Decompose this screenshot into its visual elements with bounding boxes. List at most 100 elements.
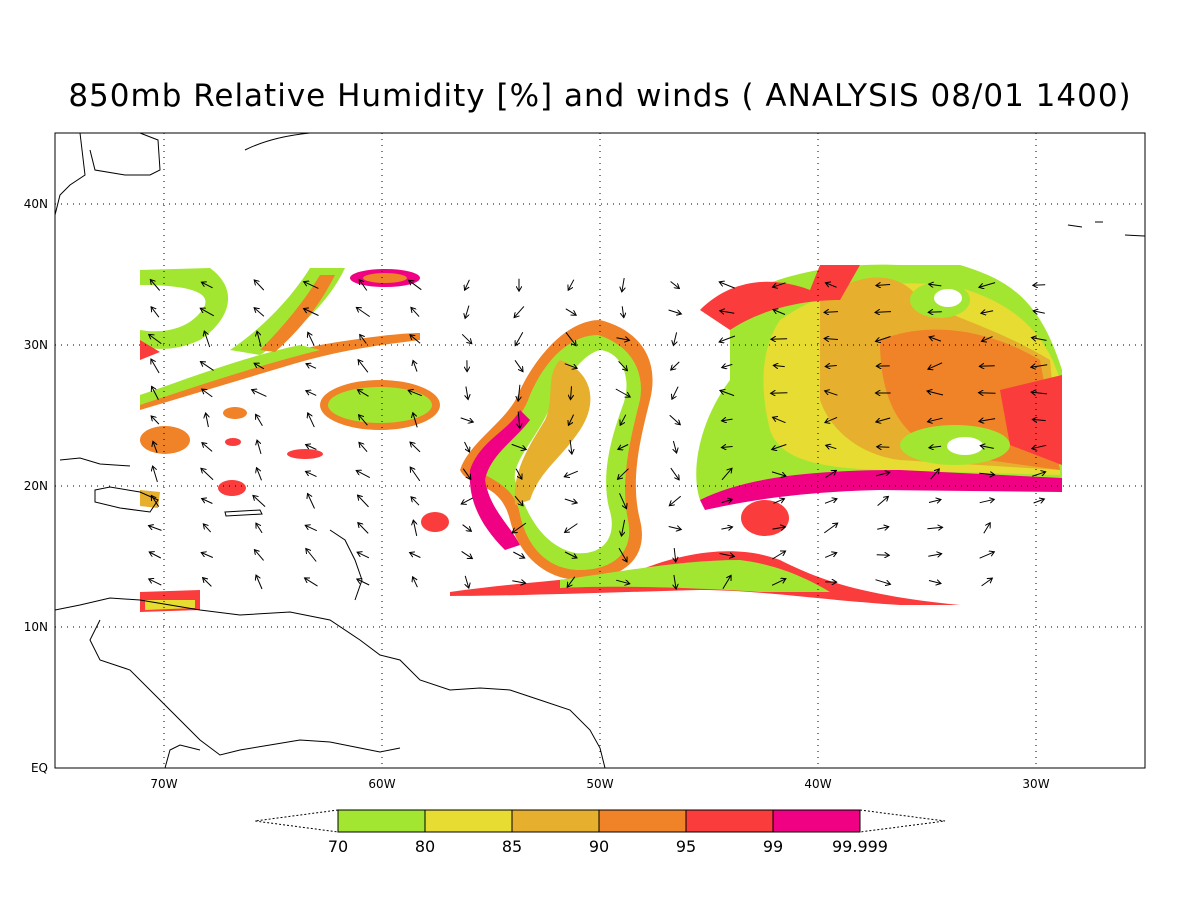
wind-arrow bbox=[465, 305, 469, 319]
coastlines bbox=[55, 133, 1145, 768]
wind-arrow bbox=[201, 553, 213, 558]
wind-arrow bbox=[979, 393, 996, 394]
wind-arrow bbox=[512, 581, 525, 583]
wind-arrow bbox=[256, 523, 263, 534]
wind-arrow bbox=[721, 468, 732, 481]
wind-arrow bbox=[875, 472, 890, 477]
wind-arrow bbox=[719, 554, 735, 557]
wind-arrow bbox=[670, 467, 679, 480]
wind-arrow bbox=[410, 442, 421, 453]
lat-label-30n: 30N bbox=[24, 338, 48, 352]
wind-arrow bbox=[722, 575, 731, 589]
colorbar-left-extension bbox=[254, 809, 339, 833]
wind-arrow bbox=[410, 467, 421, 482]
lat-label-20n: 20N bbox=[24, 479, 48, 493]
wind-arrow bbox=[306, 471, 317, 478]
wind-arrow bbox=[1032, 445, 1047, 448]
wind-arrow bbox=[979, 282, 996, 288]
wind-arrow bbox=[981, 311, 994, 314]
colorbar-label-99: 99 bbox=[763, 837, 783, 856]
wind-arrow bbox=[825, 283, 837, 288]
wind-arrow bbox=[771, 339, 788, 340]
wind-arrow bbox=[616, 580, 630, 584]
wind-arrow bbox=[515, 332, 524, 345]
wind-arrow bbox=[204, 331, 211, 348]
wind-arrow bbox=[357, 579, 370, 586]
wind-arrow bbox=[618, 360, 628, 370]
wind-arrow bbox=[358, 523, 369, 534]
wind-arrow bbox=[720, 390, 735, 397]
colorbar-label-70: 70 bbox=[328, 837, 348, 856]
wind-arrow bbox=[306, 445, 317, 450]
colorbar-label-90: 90 bbox=[589, 837, 609, 856]
colorbar-swatch bbox=[598, 809, 687, 833]
wind-arrow bbox=[308, 494, 315, 509]
wind-arrow bbox=[875, 579, 891, 585]
wind-arrow bbox=[462, 524, 472, 532]
wind-arrow bbox=[357, 552, 370, 559]
wind-arrow bbox=[672, 386, 679, 400]
wind-arrow bbox=[513, 551, 524, 558]
map-title: 850mb Relative Humidity [%] and winds ( … bbox=[68, 78, 1132, 114]
wind-arrow bbox=[413, 360, 417, 372]
wind-arrow bbox=[257, 331, 262, 347]
wind-arrow bbox=[1031, 365, 1048, 367]
colorbar-right-extension bbox=[859, 809, 946, 833]
wind-arrow bbox=[465, 575, 469, 588]
wind-arrow bbox=[876, 285, 891, 286]
wind-arrow bbox=[203, 578, 212, 587]
wind-arrow bbox=[256, 414, 263, 426]
wind-arrow bbox=[722, 419, 733, 421]
wind-arrow bbox=[929, 284, 942, 286]
wind-arrow bbox=[619, 493, 627, 508]
wind-arrow bbox=[929, 337, 942, 342]
wind-arrow bbox=[151, 495, 160, 507]
wind-arrow bbox=[306, 391, 317, 396]
wind-arrow bbox=[411, 307, 420, 317]
wind-arrow bbox=[153, 466, 158, 483]
wind-arrow bbox=[825, 553, 837, 558]
lon-label-70w: 70W bbox=[150, 777, 177, 791]
wind-arrow bbox=[201, 468, 214, 481]
wind-arrow bbox=[673, 440, 676, 453]
colorbar-label-85: 85 bbox=[502, 837, 522, 856]
wind-arrow bbox=[206, 413, 209, 428]
wind-arrow bbox=[928, 581, 941, 584]
wind-arrow bbox=[356, 307, 370, 318]
lon-label-50w: 50W bbox=[586, 777, 613, 791]
wind-arrow bbox=[149, 552, 162, 559]
wind-vectors bbox=[149, 278, 1048, 589]
colorbar-label-95: 95 bbox=[676, 837, 696, 856]
wind-arrow bbox=[568, 279, 575, 291]
wind-arrow bbox=[252, 390, 267, 397]
wind-arrow bbox=[826, 445, 837, 448]
wind-arrow bbox=[306, 364, 317, 369]
wind-arrow bbox=[1032, 419, 1046, 420]
colorbar-label-99-999: 99.999 bbox=[832, 837, 888, 856]
wind-arrow bbox=[673, 332, 676, 345]
lon-axis-labels: 70W 60W 50W 40W 30W bbox=[150, 777, 1049, 791]
wind-arrow bbox=[464, 441, 470, 452]
wind-arrow bbox=[771, 579, 786, 586]
wind-arrow bbox=[408, 390, 422, 397]
wind-arrow bbox=[721, 447, 733, 448]
wind-arrow bbox=[979, 552, 995, 559]
wind-arrow bbox=[824, 499, 837, 504]
wind-arrow bbox=[358, 390, 369, 397]
wind-arrow bbox=[150, 280, 161, 291]
wind-arrow bbox=[982, 336, 993, 342]
wind-arrow bbox=[511, 443, 527, 449]
wind-arrow bbox=[200, 308, 215, 317]
wind-arrow bbox=[669, 414, 681, 424]
wind-arrow bbox=[149, 526, 162, 531]
wind-arrow bbox=[564, 498, 577, 503]
wind-arrow bbox=[512, 522, 527, 533]
wind-arrow bbox=[151, 307, 160, 318]
wind-arrow bbox=[824, 523, 837, 534]
wind-arrow bbox=[824, 339, 838, 340]
colorbar-swatch bbox=[337, 809, 426, 833]
wind-arrow bbox=[771, 393, 788, 394]
wind-arrow bbox=[720, 311, 735, 313]
wind-arrow bbox=[618, 547, 627, 562]
wind-arrow bbox=[877, 527, 889, 530]
